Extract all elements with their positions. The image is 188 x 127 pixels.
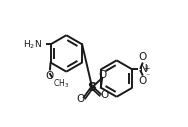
- Text: O: O: [138, 76, 147, 86]
- Text: O: O: [98, 70, 106, 80]
- Text: O: O: [77, 94, 85, 104]
- Text: N: N: [140, 65, 148, 74]
- Text: CH$_3$: CH$_3$: [53, 78, 69, 90]
- Text: O: O: [139, 52, 147, 62]
- Text: ⁻: ⁻: [145, 71, 150, 80]
- Text: O: O: [46, 71, 54, 81]
- Text: H$_2$N: H$_2$N: [23, 38, 42, 51]
- Text: +: +: [143, 64, 149, 73]
- Text: O: O: [100, 90, 108, 100]
- Text: S: S: [88, 81, 97, 94]
